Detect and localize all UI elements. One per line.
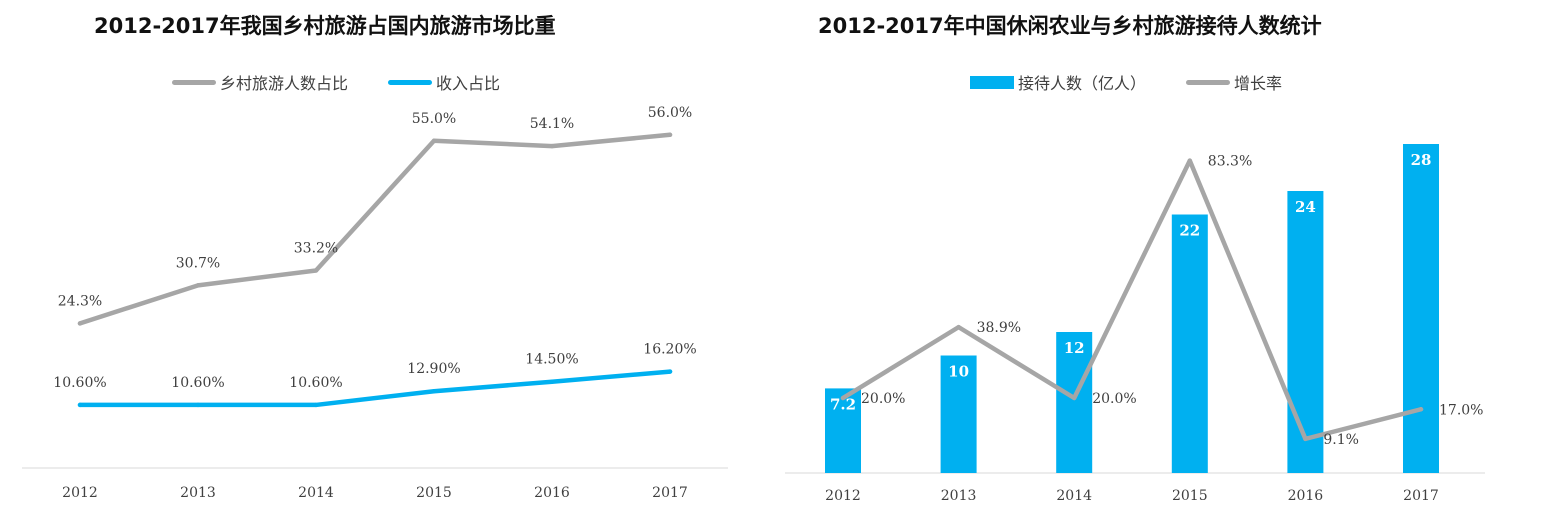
legend-swatch-gray bbox=[1186, 79, 1231, 85]
chart1-data-point bbox=[549, 379, 555, 384]
legend-label: 增长率 bbox=[1234, 74, 1283, 93]
chart2-growth-point bbox=[1303, 436, 1308, 442]
chart2-bar bbox=[1056, 332, 1093, 473]
chart2-bar-label: 10 bbox=[948, 363, 969, 381]
chart2-growth-label: 83.3% bbox=[1208, 154, 1252, 170]
chart2-bar-label: 28 bbox=[1411, 151, 1432, 169]
chart1-data-point bbox=[313, 268, 319, 273]
chart1-title: 2012-2017年我国乡村旅游占国内旅游市场比重 bbox=[94, 14, 556, 38]
chart1-series-line-1 bbox=[77, 132, 673, 326]
chart2-growth-point bbox=[840, 395, 846, 401]
chart1-data-point bbox=[313, 402, 319, 408]
chart2-growth-label: 9.1% bbox=[1323, 432, 1359, 448]
legend-swatch-blue bbox=[388, 79, 433, 85]
chart1-data-label: 55.0% bbox=[412, 111, 456, 127]
chart2-growth-point bbox=[1187, 158, 1193, 163]
legend-label: 接待人数（亿人） bbox=[1018, 74, 1147, 93]
chart2-growth-point bbox=[1418, 407, 1424, 412]
chart1-data-point bbox=[549, 143, 555, 149]
legend-label: 收入占比 bbox=[436, 74, 501, 93]
legend-item-visitors: 接待人数（亿人） bbox=[970, 70, 1146, 94]
chart2-bar bbox=[825, 388, 861, 473]
legend-swatch-blue bbox=[970, 75, 1014, 89]
chart1-x-tick-label: 2012 bbox=[62, 485, 98, 501]
chart1-data-label: 10.60% bbox=[289, 375, 342, 391]
chart2-growth-label: 38.9% bbox=[977, 320, 1021, 336]
chart1-data-label: 56.0% bbox=[648, 105, 692, 121]
chart1-data-label: 33.2% bbox=[294, 240, 338, 256]
legend-item-growth-rate: 增长率 bbox=[1186, 70, 1282, 94]
chart2-x-tick-label: 2017 bbox=[1403, 488, 1439, 504]
chart2-x-tick-label: 2016 bbox=[1288, 488, 1324, 504]
chart1-x-tick-label: 2016 bbox=[534, 485, 570, 501]
legend-label: 乡村旅游人数占比 bbox=[220, 74, 349, 93]
chart1-legend: 乡村旅游人数占比 收入占比 bbox=[172, 70, 540, 94]
chart2-growth-point bbox=[956, 324, 961, 330]
chart2-x-tick-label: 2012 bbox=[825, 488, 861, 504]
chart1-data-label: 12.90% bbox=[407, 361, 460, 377]
chart2-bar bbox=[1287, 191, 1324, 473]
legend-swatch-gray bbox=[172, 79, 216, 85]
chart1-data-label: 14.50% bbox=[525, 352, 578, 368]
chart2-bar bbox=[1171, 214, 1208, 473]
chart1-data-point bbox=[195, 402, 201, 408]
chart2-bar-label: 22 bbox=[1179, 222, 1200, 240]
chart1-data-point bbox=[195, 283, 201, 288]
legend-item-rural-visitor-share: 乡村旅游人数占比 bbox=[172, 70, 348, 94]
chart2-bar bbox=[1403, 144, 1439, 473]
chart1-data-point bbox=[431, 138, 437, 143]
chart1-x-tick-label: 2013 bbox=[180, 485, 216, 501]
chart1-x-tick-label: 2015 bbox=[416, 485, 452, 501]
chart2-legend: 接待人数（亿人） 增长率 bbox=[970, 70, 1322, 94]
chart2-growth-label: 17.0% bbox=[1439, 402, 1483, 418]
chart2-x-tick-label: 2014 bbox=[1056, 488, 1092, 504]
chart1-data-point bbox=[667, 369, 673, 374]
chart2-growth-line bbox=[840, 158, 1424, 442]
chart1-x-tick-label: 2017 bbox=[652, 485, 688, 501]
chart1-series-line-2 bbox=[77, 369, 673, 408]
chart1-data-label: 10.60% bbox=[53, 375, 106, 391]
chart1-data-point bbox=[431, 389, 437, 394]
legend-item-income-share: 收入占比 bbox=[388, 70, 500, 94]
chart2-growth-label: 20.0% bbox=[861, 391, 905, 407]
chart1-data-point bbox=[667, 132, 673, 137]
chart1-data-point bbox=[77, 402, 83, 408]
chart2-growth-label: 20.0% bbox=[1092, 391, 1136, 407]
chart2-bar-label: 24 bbox=[1295, 198, 1316, 216]
chart1-data-point bbox=[77, 321, 83, 326]
chart1-data-label: 30.7% bbox=[176, 255, 220, 271]
chart2-title: 2012-2017年中国休闲农业与乡村旅游接待人数统计 bbox=[818, 14, 1322, 38]
chart1-data-label: 16.20% bbox=[643, 342, 696, 358]
chart1-data-label: 10.60% bbox=[171, 375, 224, 391]
chart2-x-tick-label: 2015 bbox=[1172, 488, 1208, 504]
chart2-growth-point bbox=[1072, 395, 1077, 401]
chart1-x-tick-label: 2014 bbox=[298, 485, 334, 501]
chart1-data-label: 54.1% bbox=[530, 116, 574, 132]
chart2-x-tick-label: 2013 bbox=[941, 488, 977, 504]
chart2-bar bbox=[940, 355, 977, 473]
chart2-bar-label: 7.2 bbox=[830, 395, 856, 413]
chart2-bar-label: 12 bbox=[1064, 339, 1085, 357]
chart1-data-label: 24.3% bbox=[58, 293, 102, 309]
